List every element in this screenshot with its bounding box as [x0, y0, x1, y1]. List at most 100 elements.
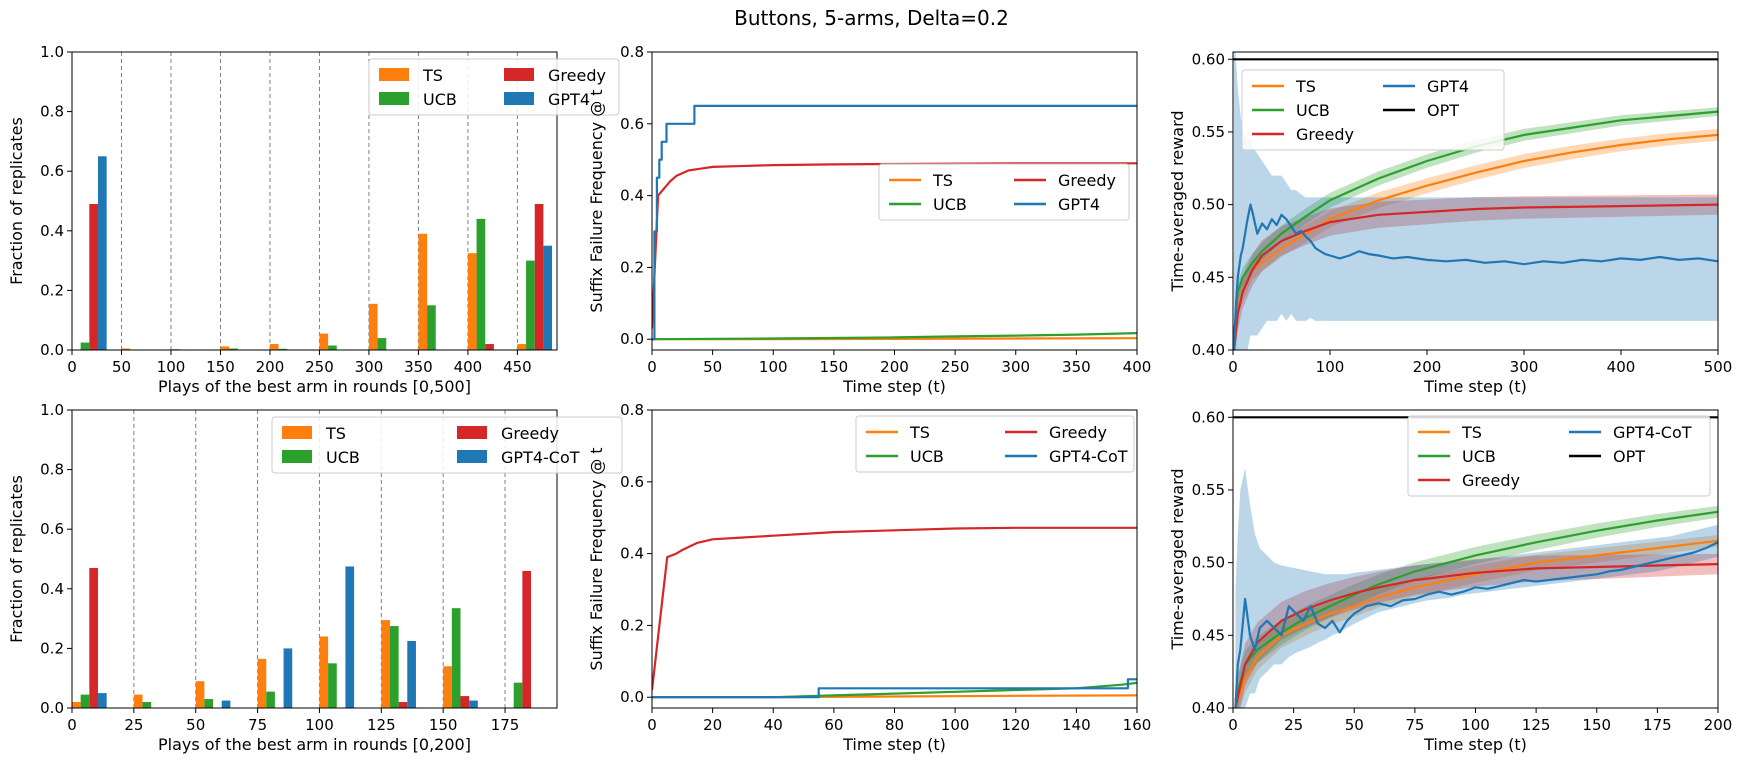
x-tick-label: 0 [647, 716, 657, 734]
legend-swatch [457, 426, 487, 439]
legend: TS UCB Greedy GPT4-CoT OPT [1407, 415, 1711, 497]
legend-label: GPT4-CoT [1049, 447, 1128, 466]
panel-hist-bottom: 0 25 50 75 100 125 150 175 0.0 0.2 0.4 0.6 0.8 1.0 Pla… [7, 401, 623, 754]
y-tick-label: 0.55 [1192, 123, 1225, 141]
legend-label: Greedy [1058, 171, 1116, 190]
bar-greedy [485, 344, 494, 350]
y-tick-label: 0.8 [40, 103, 64, 121]
band-gpt4 [1234, 52, 1718, 350]
x-tick-label: 500 [1704, 358, 1733, 376]
legend-label: TS [422, 66, 443, 85]
bar-ucb [229, 348, 238, 350]
x-tick-label: 160 [1123, 716, 1152, 734]
x-tick-label: 300 [1001, 358, 1030, 376]
band-ucb [1235, 505, 1718, 708]
x-tick-label: 80 [885, 716, 904, 734]
legend-entry-ucb: UCB [282, 448, 360, 467]
legend-box [878, 163, 1130, 221]
legend-entry-greedy: Greedy [1418, 471, 1520, 490]
y-tick-label: 0.50 [1192, 196, 1225, 214]
band-greedy [1234, 194, 1718, 350]
line-greedy [1233, 203, 1718, 350]
bar-ucb [266, 691, 275, 708]
bar-greedy [460, 696, 470, 708]
legend: TS UCB Greedy GPT4 [368, 58, 620, 116]
y-tick-label: 1.0 [40, 401, 64, 419]
x-tick-label: 100 [759, 358, 788, 376]
legend-entry-greedy: Greedy [504, 66, 606, 85]
x-tick-label: 300 [1510, 358, 1539, 376]
x-tick-label: 50 [703, 358, 722, 376]
line-gpt4-cot [1234, 541, 1718, 708]
plot-area [72, 410, 532, 708]
legend-label: TS [1295, 77, 1316, 96]
x-tick-label: 25 [124, 716, 143, 734]
bar-ucb [204, 699, 214, 708]
bar-ts [381, 620, 390, 708]
bar-gpt4-cot [221, 700, 231, 708]
legend-swatch [379, 92, 409, 105]
legend-label: OPT [1613, 447, 1645, 466]
x-tick-label: 200 [880, 358, 909, 376]
x-axis-label: Plays of the best arm in rounds [0,500] [158, 377, 471, 396]
bar-greedy [534, 203, 544, 350]
x-tick-label: 100 [305, 716, 334, 734]
x-tick-label: 350 [404, 358, 433, 376]
legend-entry-gpt4-cot: GPT4-CoT [1569, 423, 1692, 442]
y-tick-label: 0.6 [40, 520, 64, 538]
x-tick-label: 300 [355, 358, 384, 376]
y-axis-label: Suffix Failure Frequency @ t [587, 447, 606, 670]
legend-entry-gpt4-cot: GPT4-CoT [457, 448, 580, 467]
x-axis-label: Time step (t) [1423, 735, 1527, 754]
legend-label: Greedy [501, 424, 559, 443]
legend-entry-ucb: UCB [379, 90, 457, 109]
legend-swatch [379, 68, 409, 81]
legend-label: UCB [1296, 101, 1330, 120]
plot-area [652, 526, 1137, 699]
y-tick-label: 0.2 [620, 616, 644, 634]
y-tick-label: 0.50 [1192, 554, 1225, 572]
figure-title: Buttons, 5-arms, Delta=0.2 [734, 6, 1009, 30]
bar-ucb [80, 342, 90, 350]
bar-ts [319, 333, 329, 350]
x-tick-label: 175 [491, 716, 520, 734]
legend-label: GPT4-CoT [501, 448, 580, 467]
legend: TS UCB Greedy GPT4 [878, 163, 1130, 221]
bar-ts [257, 658, 267, 708]
x-tick-label: 150 [206, 358, 235, 376]
x-tick-label: 40 [764, 716, 783, 734]
y-tick-label: 0.2 [40, 281, 64, 299]
y-axis-label: Fraction of replicates [7, 117, 26, 285]
bar-ucb [328, 345, 337, 350]
bar-ucb [451, 608, 461, 708]
legend-entry-ucb: UCB [1418, 447, 1496, 466]
legend-box [271, 416, 623, 474]
x-tick-label: 0 [1228, 716, 1238, 734]
bar-ucb [476, 218, 486, 350]
x-tick-label: 150 [1582, 716, 1611, 734]
y-tick-label: 0.4 [620, 545, 644, 563]
bar-ts [195, 681, 205, 708]
bar-ucb [513, 682, 523, 708]
bar-greedy [522, 570, 532, 708]
x-tick-label: 50 [112, 358, 131, 376]
x-tick-label: 0 [1228, 358, 1238, 376]
panel-suffix-bottom: 0 20 40 60 80 100 120 140 160 0.0 0.2 0.4 0.6 0.8 Time… [587, 401, 1151, 754]
x-tick-label: 75 [248, 716, 267, 734]
x-tick-label: 25 [1284, 716, 1303, 734]
bar-greedy [89, 567, 98, 708]
legend-swatch [457, 450, 487, 463]
x-axis-label: Time step (t) [842, 735, 946, 754]
bar-ts [121, 348, 131, 350]
legend-label: UCB [933, 195, 967, 214]
legend-entry-ts: TS [282, 424, 346, 443]
x-tick-label: 350 [1062, 358, 1091, 376]
legend-label: Greedy [1462, 471, 1520, 490]
legend-box [1241, 69, 1505, 151]
x-tick-label: 0 [647, 358, 657, 376]
legend-entry-greedy: Greedy [1014, 171, 1116, 190]
x-tick-label: 400 [1607, 358, 1636, 376]
bar-gpt4-cot [97, 693, 107, 708]
x-tick-label: 450 [503, 358, 532, 376]
